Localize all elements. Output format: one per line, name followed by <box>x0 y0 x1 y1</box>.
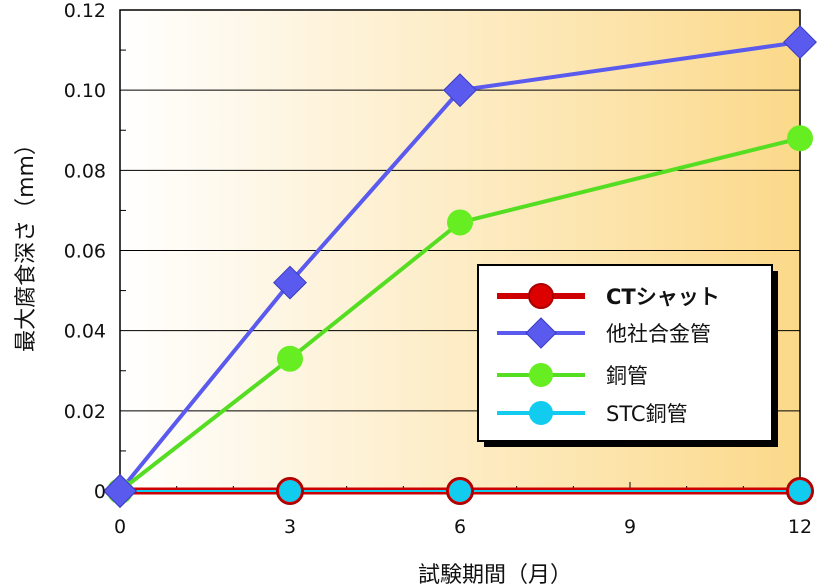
y-tick-label: 0.02 <box>64 401 106 423</box>
x-axis-title: 試験期間（月） <box>418 563 572 588</box>
data-point <box>279 480 301 502</box>
x-tick-label: 3 <box>284 516 296 538</box>
y-axis-title: 最大腐食深さ（mm） <box>14 133 39 352</box>
data-point <box>103 474 137 508</box>
series-line-copper <box>118 136 801 493</box>
data-point <box>277 345 303 372</box>
legend-swatch-marker <box>525 317 557 349</box>
y-tick-label: 0.10 <box>64 80 106 102</box>
legend-label: CTシャット <box>606 285 720 309</box>
data-point <box>273 265 307 300</box>
tick-labels: 0 0.02 0.04 0.06 0.08 0.10 0.12 0 3 6 9 12 <box>64 0 812 538</box>
y-tick-label: 0.12 <box>64 0 106 22</box>
legend-label: 他社合金管 <box>606 322 711 346</box>
y-tick-label: 0.06 <box>64 241 106 263</box>
x-tick-label: 12 <box>788 516 812 538</box>
data-point <box>789 480 811 502</box>
legend-label: 銅管 <box>606 364 648 388</box>
legend-label: STC銅管 <box>606 402 688 426</box>
y-tick-label: 0.08 <box>64 160 106 182</box>
series-layer <box>103 25 817 508</box>
x-tick-label: 6 <box>454 516 466 538</box>
legend-swatch-marker <box>529 363 553 387</box>
legend-swatch-marker <box>529 401 553 425</box>
legend-swatch-marker <box>528 283 554 309</box>
y-tick-label: 0.04 <box>64 321 106 343</box>
data-point <box>787 125 813 152</box>
series-line-other-alloy <box>118 40 801 493</box>
data-point <box>443 73 477 108</box>
y-tick-label: 0 <box>94 481 106 503</box>
x-tick-label: 9 <box>624 516 636 538</box>
x-tick-label: 0 <box>114 516 126 538</box>
data-point <box>447 209 473 236</box>
data-point <box>783 25 817 60</box>
data-point <box>449 480 471 502</box>
